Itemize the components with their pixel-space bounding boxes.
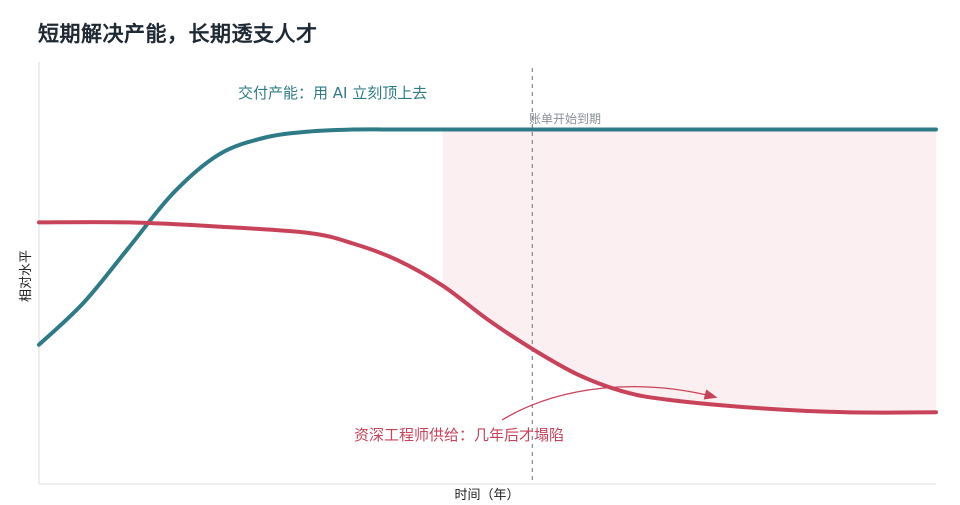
annotation-supply: 资深工程师供给：几年后才塌陷: [354, 426, 564, 444]
supply-annotation-arrow: [501, 386, 718, 421]
series-line-supply: [37, 220, 938, 415]
annotation-capacity: 交付产能：用 AI 立刻顶上去: [238, 84, 427, 102]
y-axis-label: 相对水平: [19, 250, 34, 302]
gap-shaded-area: [442, 129, 936, 413]
chart-title: 短期解决产能，长期透支人才: [38, 22, 318, 46]
x-axis-label: 时间（年）: [454, 488, 519, 503]
annotation-bill-due: 账单开始到期: [529, 112, 601, 126]
